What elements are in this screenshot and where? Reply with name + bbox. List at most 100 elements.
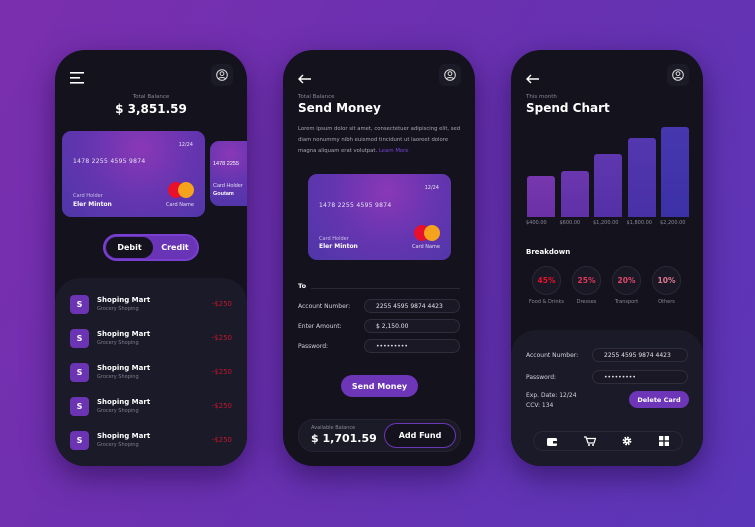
breakdown-percent[interactable]: 45% xyxy=(532,266,561,295)
back-arrow-icon[interactable] xyxy=(526,69,540,88)
breakdown-label: Dresses xyxy=(576,299,597,305)
user-circle-icon xyxy=(672,69,684,81)
bar[interactable] xyxy=(527,176,555,217)
transaction-amount: -$250 xyxy=(211,436,232,444)
merchant-avatar: S xyxy=(70,431,89,450)
card-holder-name: Goutam xyxy=(213,191,234,197)
back-arrow-icon[interactable] xyxy=(298,69,312,88)
bar[interactable] xyxy=(661,127,689,217)
subtitle: This month xyxy=(526,94,557,100)
profile-button[interactable] xyxy=(439,64,461,86)
amount-input[interactable]: $ 2,150.00 xyxy=(364,319,460,333)
password-field[interactable]: ••••••••• xyxy=(592,370,688,384)
transaction-category: Grocery Shoping xyxy=(97,306,139,312)
transaction-category: Grocery Shoping xyxy=(97,408,139,414)
bar-label: $1,200.00 xyxy=(593,220,619,226)
bar[interactable] xyxy=(627,137,656,217)
merchant-name: Shoping Mart xyxy=(97,398,151,406)
transaction-row[interactable]: S Shoping Mart Grocery Shoping -$250 xyxy=(67,431,235,451)
available-balance-value: $ 1,701.59 xyxy=(311,432,377,445)
breakdown-label: Others xyxy=(658,299,675,305)
page-title: Send Money xyxy=(298,101,381,115)
transaction-row[interactable]: S Shoping Mart Grocery Shoping -$250 xyxy=(67,329,235,349)
bar[interactable] xyxy=(594,154,622,217)
divider xyxy=(311,288,460,289)
account-number-label: Account Number: xyxy=(298,303,351,310)
merchant-avatar: S xyxy=(70,295,89,314)
gear-icon[interactable] xyxy=(622,436,632,446)
breakdown-label: Food & Drinks xyxy=(528,299,565,305)
send-money-button[interactable]: Send Money xyxy=(341,375,418,397)
cart-icon[interactable] xyxy=(583,436,596,446)
to-label: To xyxy=(298,282,307,290)
debit-card[interactable]: 12/24 1478 2255 4595 9874 Card Holder El… xyxy=(62,131,205,217)
available-balance-label: Available Balance xyxy=(311,425,356,431)
account-number-input[interactable]: 2255 4595 9874 4423 xyxy=(364,299,460,313)
add-fund-button[interactable]: Add Fund xyxy=(384,423,456,448)
profile-button[interactable] xyxy=(211,64,233,86)
amount-label: Enter Amount: xyxy=(298,323,342,330)
breakdown-percent[interactable]: 20% xyxy=(612,266,641,295)
expiry-date: Exp. Date: 12/24 xyxy=(526,392,577,399)
total-balance-value: $ 3,851.59 xyxy=(115,102,187,116)
transaction-category: Grocery Shoping xyxy=(97,340,139,346)
page-title: Spend Chart xyxy=(526,101,610,115)
card-expiry: 12/24 xyxy=(178,142,193,148)
learn-more-link[interactable]: Learn More xyxy=(378,148,409,154)
user-circle-icon xyxy=(216,69,228,81)
debit-tab[interactable]: Debit xyxy=(106,237,153,258)
account-number-field[interactable]: 2255 4595 9874 4423 xyxy=(592,348,688,362)
merchant-name: Shoping Mart xyxy=(97,330,151,338)
grid-icon[interactable] xyxy=(658,436,669,446)
card-holder-label: Card Holder xyxy=(319,236,349,242)
breakdown-percent[interactable]: 10% xyxy=(652,266,681,295)
card-holder-label: Card Holder xyxy=(73,193,103,199)
transaction-row[interactable]: S Shoping Mart Grocery Shoping -$250 xyxy=(67,295,235,315)
debit-credit-toggle: Debit Credit xyxy=(103,234,199,261)
password-input[interactable]: ••••••••• xyxy=(364,339,460,353)
send-money-screen: Total Balance Send Money Lorem ipsum dol… xyxy=(283,50,475,466)
description: Lorem ipsum dolor sit amet, consectetuer… xyxy=(298,124,463,157)
bar-labels: $400.00 $600.00 $1,200.00 $1,800.00 $2,200.0… xyxy=(526,220,696,228)
spend-chart-screen: This month Spend Chart $400.00 $600.00 $1,… xyxy=(511,50,703,466)
merchant-avatar: S xyxy=(70,363,89,382)
card-expiry: 12/24 xyxy=(424,185,439,191)
wallet-icon[interactable] xyxy=(547,437,558,446)
credit-tab[interactable]: Credit xyxy=(161,243,189,252)
delete-card-button[interactable]: Delete Card xyxy=(629,391,689,408)
breakdown-label: Transport xyxy=(614,299,639,305)
bar-label: $1,800.00 xyxy=(626,220,652,226)
merchant-name: Shoping Mart xyxy=(97,296,151,304)
bar[interactable] xyxy=(560,170,589,217)
profile-button[interactable] xyxy=(667,64,689,86)
transaction-amount: -$250 xyxy=(211,300,232,308)
available-balance-bar: Available Balance $ 1,701.59 Add Fund xyxy=(298,419,461,452)
description-text: Lorem ipsum dolor sit amet, consectetuer… xyxy=(298,126,461,154)
bar-label: $2,200.00 xyxy=(660,220,686,226)
mastercard-logo-icon xyxy=(168,182,194,198)
card-brand-label: Card Name xyxy=(165,202,194,208)
transaction-amount: -$250 xyxy=(211,334,232,342)
home-screen: Total Balance $ 3,851.59 12/24 1478 2255… xyxy=(55,50,247,466)
selected-card[interactable]: 12/24 1478 2255 4595 9874 Card Holder El… xyxy=(308,174,451,260)
transaction-row[interactable]: S Shoping Mart Grocery Shoping -$250 xyxy=(67,363,235,383)
password-label: Password: xyxy=(526,374,557,381)
merchant-name: Shoping Mart xyxy=(97,364,151,372)
transactions-panel: S Shoping Mart Grocery Shoping -$250 S Sh… xyxy=(55,278,247,466)
total-balance-label: Total Balance xyxy=(132,94,170,100)
merchant-avatar: S xyxy=(70,329,89,348)
spend-bar-chart xyxy=(526,125,691,217)
card-holder-label: Card Holder xyxy=(213,183,243,189)
hamburger-menu-icon[interactable] xyxy=(70,69,84,88)
card-holder-name: Eler Minton xyxy=(73,201,112,208)
card-number: 1478 2255 xyxy=(213,161,239,167)
transaction-category: Grocery Shoping xyxy=(97,374,139,380)
card-brand-label: Card Name xyxy=(411,244,440,250)
transaction-row[interactable]: S Shoping Mart Grocery Shoping -$250 xyxy=(67,397,235,417)
merchant-name: Shoping Mart xyxy=(97,432,151,440)
mastercard-logo-icon xyxy=(414,225,440,241)
secondary-card[interactable]: 1478 2255 Card Holder Goutam xyxy=(210,141,247,206)
breakdown-percent[interactable]: 25% xyxy=(572,266,601,295)
password-label: Password: xyxy=(298,343,329,350)
transaction-amount: -$250 xyxy=(211,368,232,376)
